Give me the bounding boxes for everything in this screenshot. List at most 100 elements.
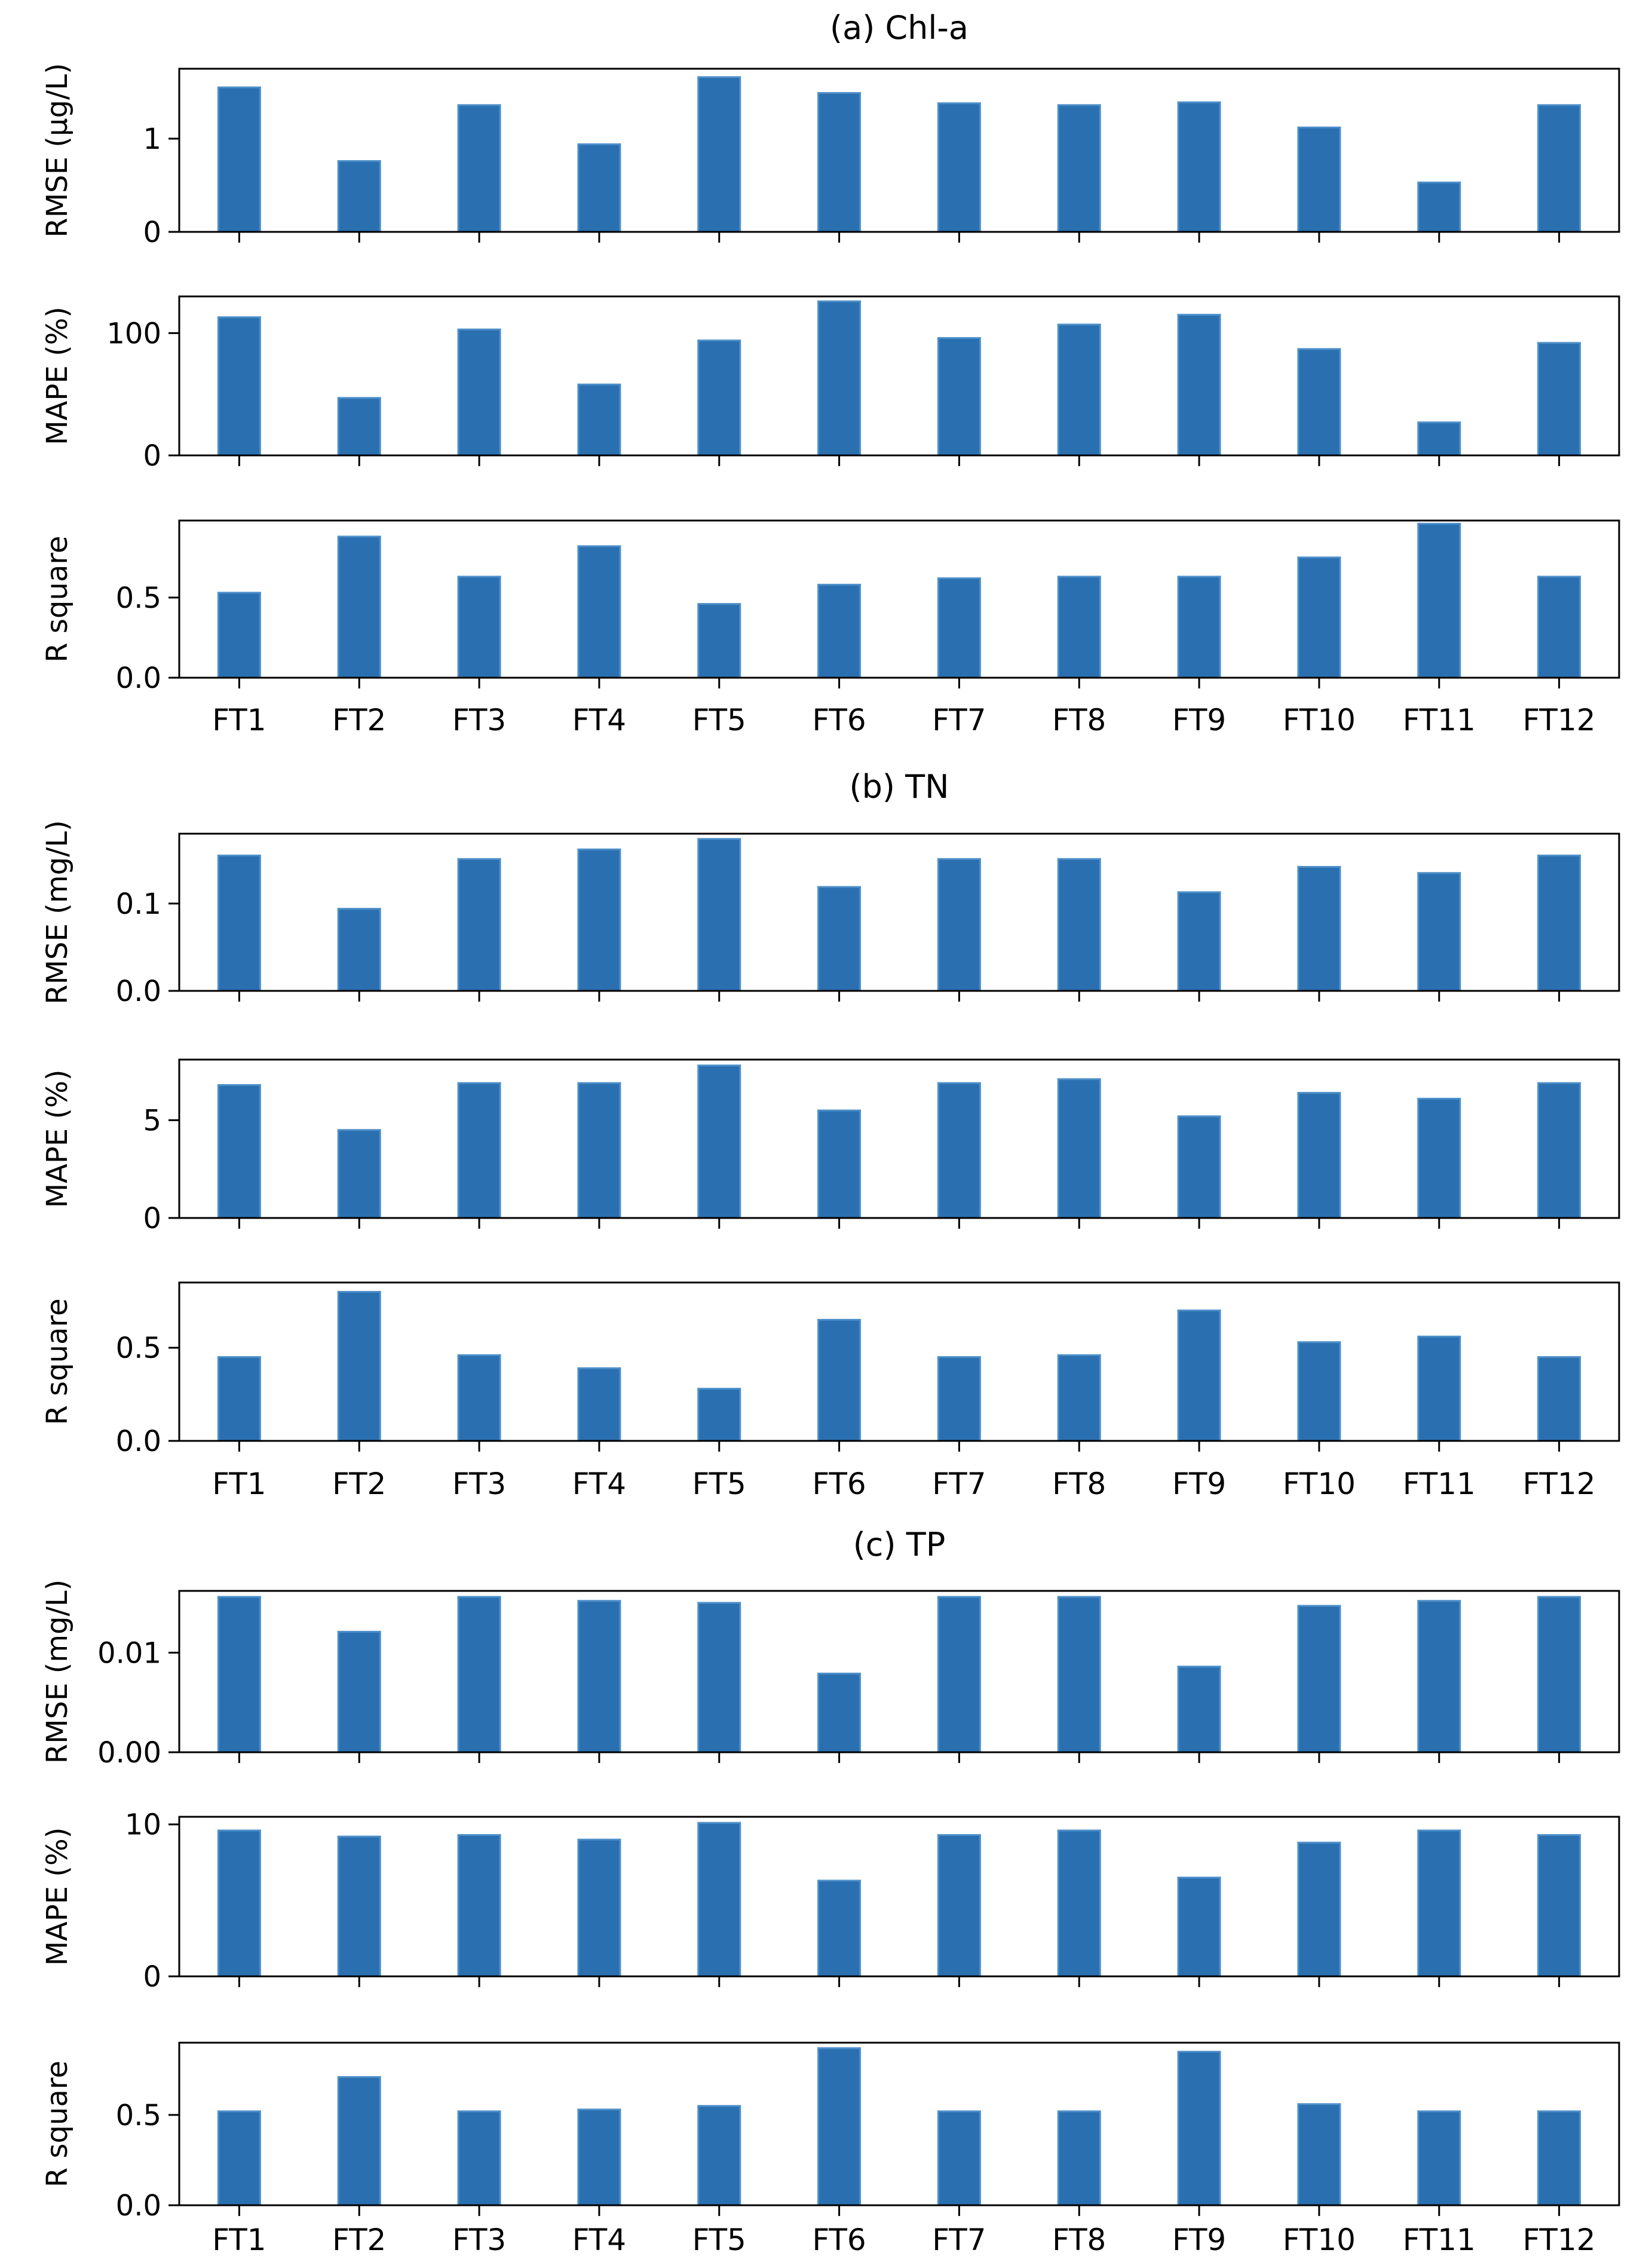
bar-ft3 <box>457 104 501 233</box>
bar-ft9 <box>1177 314 1221 457</box>
x-tick-label-ft12: FT12 <box>1523 703 1596 737</box>
axes-frame <box>178 68 1620 233</box>
bar-ft10 <box>1297 1841 1341 1978</box>
x-tick-label-ft4: FT4 <box>572 2223 626 2257</box>
panel-title: (a) Chl-a <box>830 9 968 47</box>
y-axis-label: RMSE (mg/L) <box>41 820 74 1004</box>
x-tick-label-ft7: FT7 <box>932 703 986 737</box>
panel-title: (b) TN <box>850 768 949 806</box>
bar-ft12 <box>1537 1082 1581 1219</box>
x-tick-label-ft6: FT6 <box>812 703 866 737</box>
bar-ft11 <box>1417 2110 1461 2206</box>
y-tick-label: 0.0 <box>116 975 161 1008</box>
bar-ft7 <box>937 337 981 457</box>
x-tick-label-ft3: FT3 <box>452 703 506 737</box>
bar-ft12 <box>1537 576 1581 679</box>
y-tick-label: 0 <box>143 216 161 249</box>
subplot-mape: 0 5 MAPE (%) <box>41 1058 1620 1235</box>
bar-ft2 <box>337 397 381 457</box>
bar-ft10 <box>1297 2103 1341 2206</box>
axes-frame <box>178 295 1620 457</box>
bar-ft9 <box>1177 2050 1221 2206</box>
subplot-rmse: 0.0 0.1 RMSE (mg/L) <box>41 820 1620 1008</box>
subplot-r-square: 0.0 0.5 R square <box>41 519 1620 695</box>
bar-ft1 <box>217 1356 261 1442</box>
x-tick-label-ft5: FT5 <box>692 2223 746 2257</box>
bar-ft12 <box>1537 1356 1581 1442</box>
bar-ft1 <box>217 86 261 233</box>
bar-ft3 <box>457 2110 501 2206</box>
bar-ft3 <box>457 1082 501 1219</box>
bar-ft4 <box>577 143 621 233</box>
x-tick-label-ft10: FT10 <box>1283 1467 1356 1501</box>
x-tick-label-ft8: FT8 <box>1052 703 1106 737</box>
panel-a: (a) Chl-a 0 1 RMSE (μg/L) 0 100 MAPE (%) 0.0 0.5… <box>41 9 1620 737</box>
bar-ft1 <box>217 592 261 679</box>
y-tick-label: 0.0 <box>116 662 161 695</box>
subplot-r-square: 0.0 0.5 R square <box>41 1281 1620 1458</box>
panel-title: (c) TP <box>853 1526 946 1563</box>
y-axis-label: MAPE (%) <box>41 1070 74 1208</box>
y-tick-label: 0 <box>143 1960 161 1994</box>
bar-ft8 <box>1057 323 1101 457</box>
x-tick-label-ft12: FT12 <box>1523 1467 1596 1501</box>
bar-ft12 <box>1537 855 1581 992</box>
x-tick-label-ft11: FT11 <box>1403 703 1476 737</box>
bar-ft4 <box>577 2108 621 2206</box>
bar-ft12 <box>1537 104 1581 233</box>
x-tick-label-ft4: FT4 <box>572 1467 626 1501</box>
x-tick-label-ft5: FT5 <box>692 1467 746 1501</box>
bar-ft2 <box>337 535 381 679</box>
y-tick-label: 0 <box>143 1202 161 1235</box>
y-axis-label: MAPE (%) <box>41 1828 74 1966</box>
x-tick-label-ft11: FT11 <box>1403 1467 1476 1501</box>
y-axis-label: R square <box>41 1298 74 1425</box>
y-axis-label: R square <box>41 535 74 662</box>
bar-ft12 <box>1537 2110 1581 2206</box>
bar-ft10 <box>1297 348 1341 457</box>
bar-ft8 <box>1057 1829 1101 1978</box>
bar-ft4 <box>577 383 621 457</box>
x-tick-label-ft9: FT9 <box>1172 703 1226 737</box>
bar-ft7 <box>937 1356 981 1442</box>
bar-ft10 <box>1297 126 1341 233</box>
bar-ft11 <box>1417 181 1461 233</box>
axes-frame <box>178 1281 1620 1442</box>
y-tick-label: 5 <box>143 1104 161 1137</box>
bar-ft11 <box>1417 522 1461 679</box>
y-tick-label: 0.5 <box>116 1332 161 1365</box>
x-tick-label-ft8: FT8 <box>1052 2223 1106 2257</box>
bar-ft5 <box>697 1388 741 1442</box>
x-tick-label-ft7: FT7 <box>932 2223 986 2257</box>
bar-ft6 <box>817 886 862 992</box>
bar-ft9 <box>1177 1666 1221 1753</box>
bar-ft2 <box>337 1835 381 1978</box>
x-tick-label-ft4: FT4 <box>572 703 626 737</box>
subplot-r-square: 0.0 0.5 R square <box>41 2041 1620 2223</box>
bar-ft6 <box>817 300 862 457</box>
bar-ft1 <box>217 855 261 992</box>
y-axis-label: MAPE (%) <box>41 307 74 445</box>
y-axis-label: RMSE (mg/L) <box>41 1580 74 1764</box>
x-tick-label-ft9: FT9 <box>1172 2223 1226 2257</box>
bar-ft8 <box>1057 858 1101 992</box>
bar-ft7 <box>937 1596 981 1753</box>
bar-ft5 <box>697 603 741 679</box>
bar-ft1 <box>217 1596 261 1753</box>
x-tick-label-ft1: FT1 <box>212 2223 266 2257</box>
bar-ft7 <box>937 858 981 992</box>
axes-frame <box>178 2041 1620 2206</box>
bar-ft3 <box>457 576 501 679</box>
axes-frame <box>178 1058 1620 1219</box>
x-tick-label-ft10: FT10 <box>1283 2223 1356 2257</box>
bar-ft1 <box>217 1829 261 1978</box>
x-tick-label-ft1: FT1 <box>212 703 266 737</box>
bar-ft8 <box>1057 1354 1101 1442</box>
y-tick-label: 10 <box>125 1808 161 1842</box>
x-tick-label-ft5: FT5 <box>692 703 746 737</box>
bar-ft9 <box>1177 576 1221 679</box>
bar-ft5 <box>697 1064 741 1219</box>
bar-ft7 <box>937 1082 981 1219</box>
bar-ft2 <box>337 908 381 992</box>
